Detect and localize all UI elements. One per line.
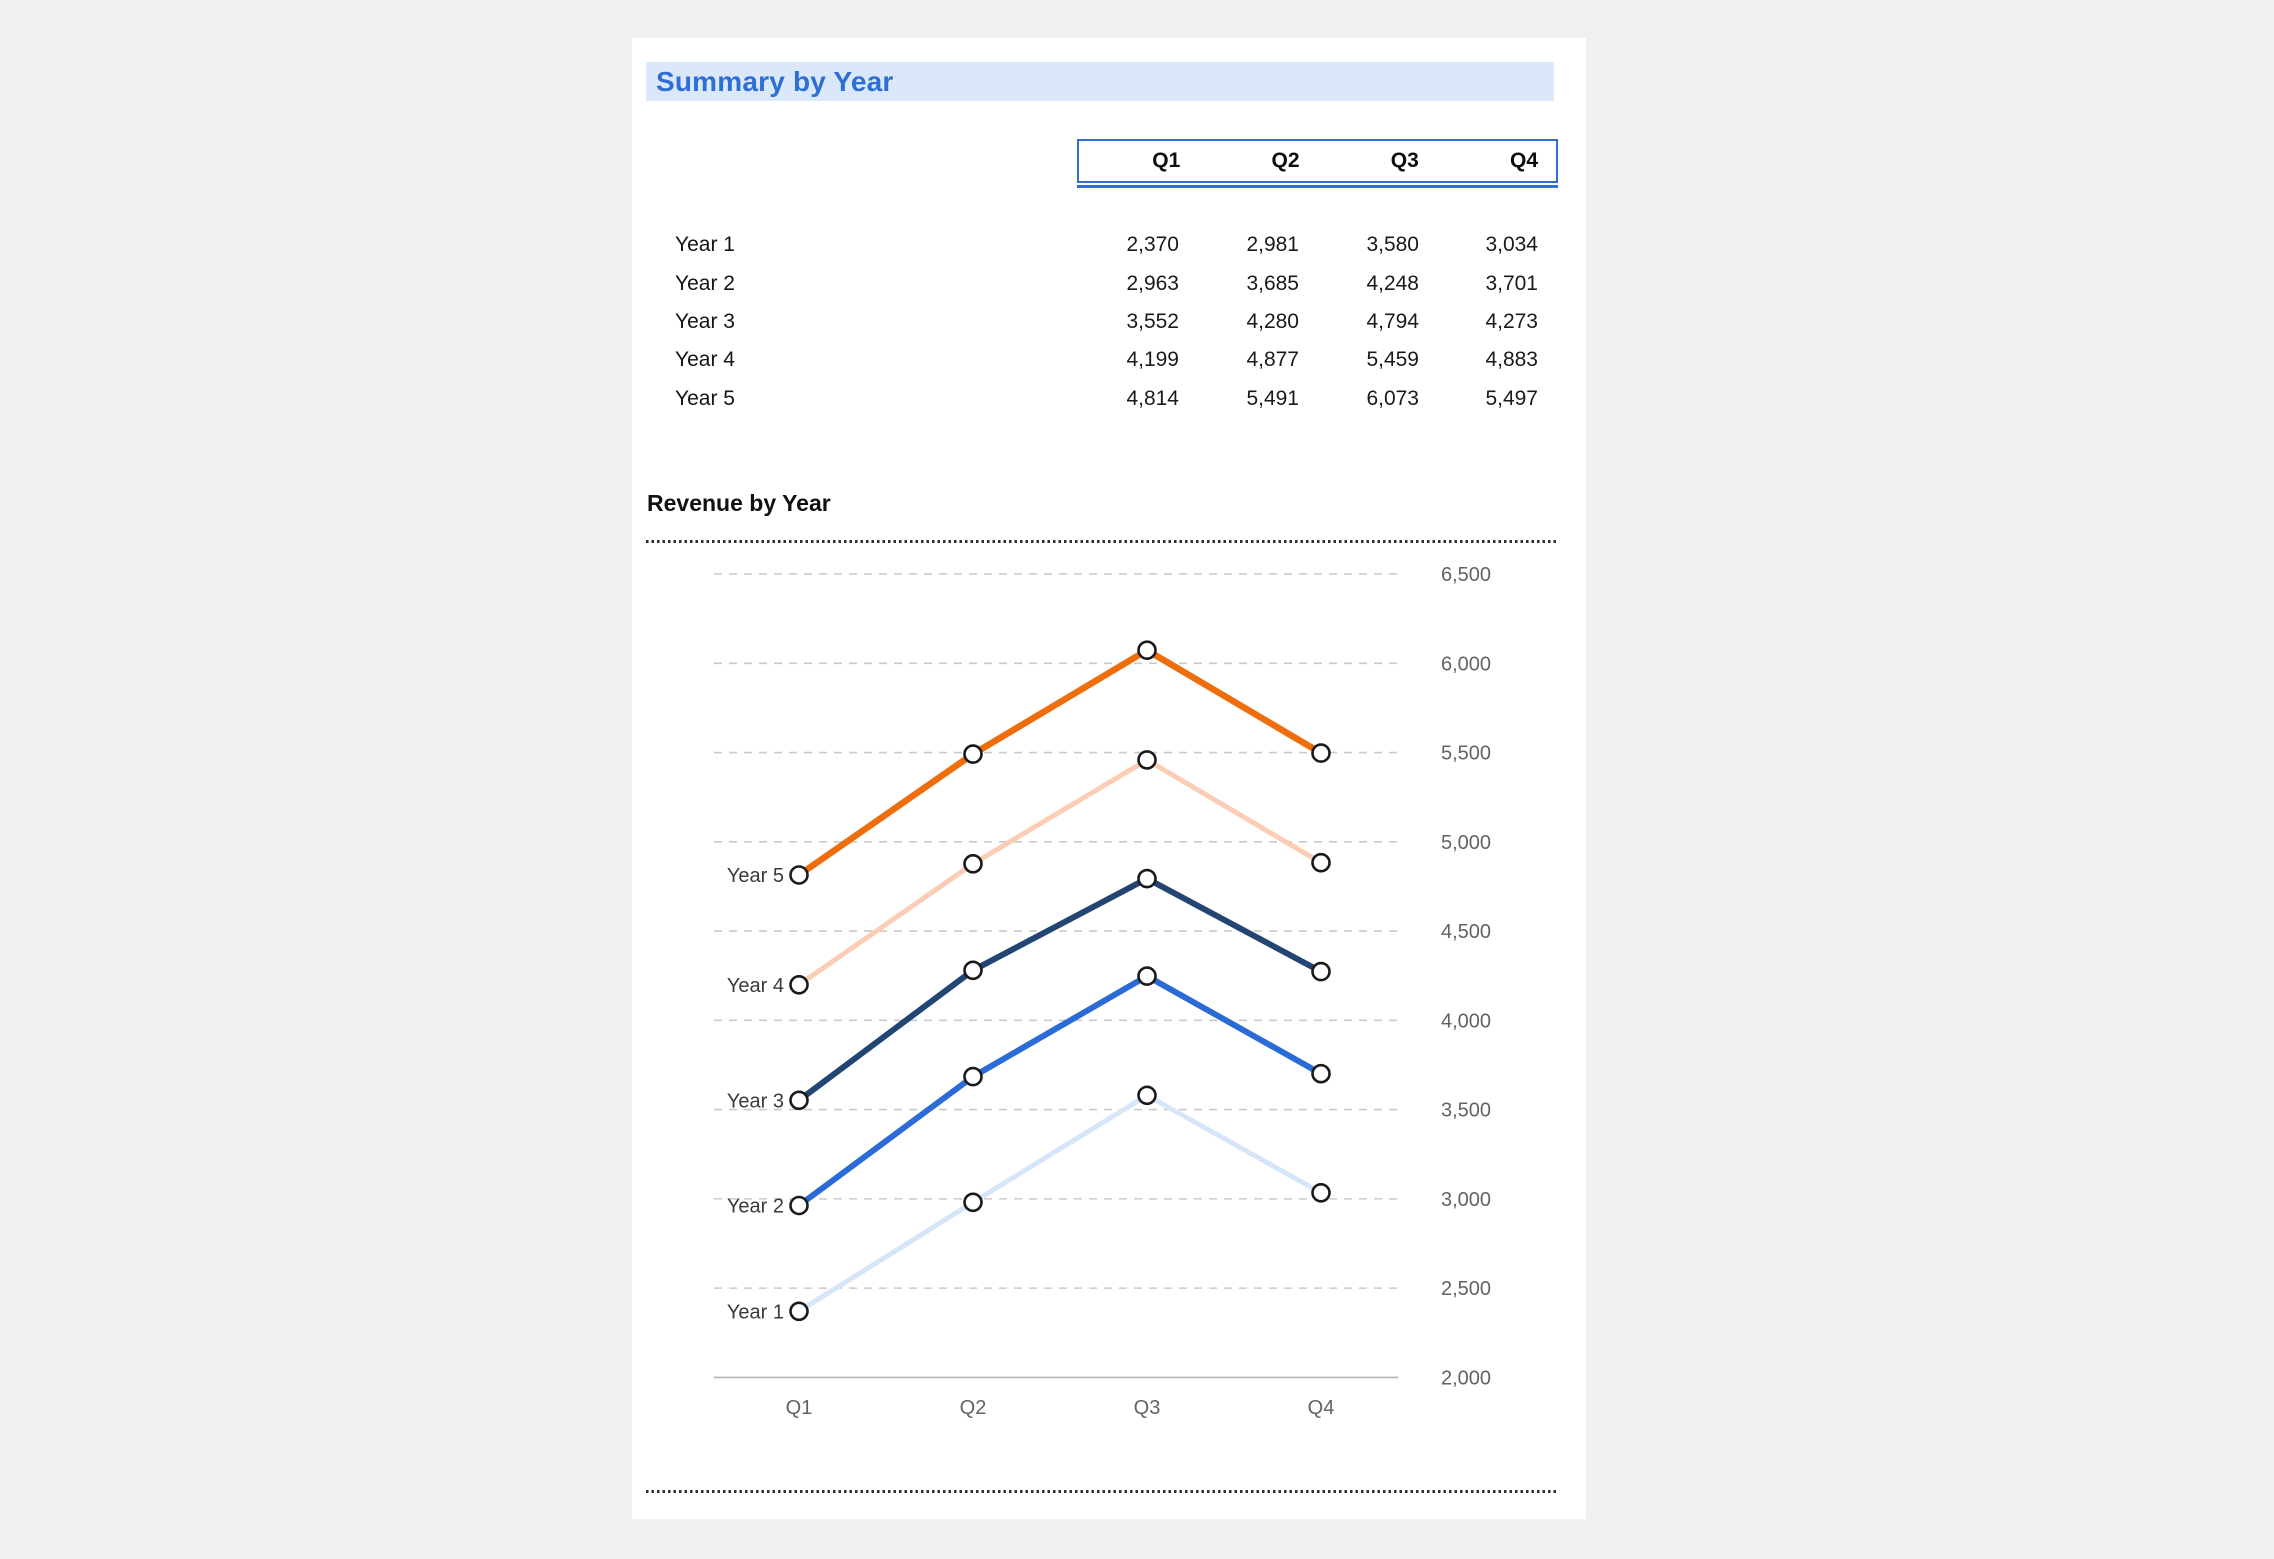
data-point-marker[interactable] — [1137, 750, 1157, 770]
summary-title-bar: Summary by Year — [646, 62, 1554, 101]
data-point-marker[interactable] — [789, 1301, 809, 1322]
value-cell[interactable]: 3,552 — [1126, 309, 1179, 333]
data-point-marker[interactable] — [963, 853, 983, 874]
separator-line-top — [646, 540, 1558, 543]
value-cell[interactable]: 5,491 — [1246, 386, 1299, 410]
value-cell[interactable]: 3,034 — [1485, 233, 1538, 257]
y-axis-label: 2,500 — [1441, 1278, 1491, 1300]
value-cell[interactable]: 3,580 — [1366, 233, 1419, 257]
row-label[interactable]: Year 4 — [675, 348, 735, 372]
row-label[interactable]: Year 1 — [675, 233, 735, 257]
table-row: Year 5 4,814 5,491 6,073 5,497 — [675, 380, 1556, 418]
data-point-marker[interactable] — [1311, 743, 1331, 763]
table-row: Year 3 3,552 4,280 4,794 4,273 — [675, 303, 1556, 341]
quarter-header-cell[interactable]: Q3 — [1390, 149, 1419, 172]
row-label[interactable]: Year 3 — [675, 309, 735, 333]
series-label: Year 3 — [727, 1090, 784, 1112]
summary-title: Summary by Year — [656, 65, 894, 97]
data-point-marker[interactable] — [789, 1195, 809, 1216]
series-line-year-5[interactable] — [795, 646, 1325, 879]
report-panel: Summary by Year Q1 Q2 Q3 Q4 Year 1 2,370 2,98… — [632, 38, 1586, 1519]
series-line-year-1[interactable] — [796, 1092, 1324, 1314]
value-cell[interactable]: 2,981 — [1246, 233, 1299, 257]
data-point-marker[interactable] — [789, 1090, 809, 1111]
data-point-marker[interactable] — [963, 1066, 983, 1087]
value-cell[interactable]: 3,685 — [1246, 271, 1299, 295]
value-cell[interactable]: 2,370 — [1126, 233, 1179, 257]
data-point-marker[interactable] — [1311, 852, 1331, 873]
value-cell[interactable]: 4,199 — [1126, 348, 1179, 372]
data-point-marker[interactable] — [789, 974, 809, 995]
value-cell[interactable]: 4,273 — [1485, 309, 1538, 333]
series-label: Year 1 — [727, 1301, 784, 1323]
x-axis-label: Q2 — [960, 1397, 987, 1419]
y-axis-label: 3,500 — [1441, 1100, 1491, 1122]
separator-line-bottom — [646, 1490, 1558, 1493]
y-axis-label: 4,000 — [1441, 1010, 1491, 1032]
series-line-year-2[interactable] — [796, 973, 1324, 1209]
revenue-chart[interactable]: 6,500 6,000 5,500 5,000 4,500 4,000 3,500 3,000… — [632, 550, 1584, 1450]
series-line-year-3[interactable] — [796, 875, 1324, 1104]
quarter-header-row: Q1 Q2 Q3 Q4 — [1077, 139, 1558, 188]
value-cell[interactable]: 4,877 — [1246, 348, 1299, 372]
data-point-marker[interactable] — [1311, 1063, 1331, 1084]
x-axis-label: Q3 — [1134, 1397, 1161, 1419]
data-point-marker[interactable] — [963, 960, 983, 981]
data-point-marker[interactable] — [1311, 961, 1331, 982]
data-point-marker[interactable] — [963, 1192, 983, 1213]
value-cell[interactable]: 4,883 — [1485, 348, 1538, 372]
series-line-year-4[interactable] — [796, 757, 1324, 988]
data-point-marker[interactable] — [1311, 1182, 1331, 1203]
quarter-header-cell[interactable]: Q4 — [1509, 149, 1538, 172]
data-point-marker[interactable] — [963, 744, 983, 764]
chart-title: Revenue by Year — [647, 490, 831, 516]
value-cell[interactable]: 2,963 — [1126, 271, 1179, 295]
y-axis-label: 4,500 — [1441, 921, 1491, 943]
row-label[interactable]: Year 5 — [675, 386, 735, 410]
data-point-marker[interactable] — [1137, 868, 1157, 889]
series-label: Year 2 — [727, 1195, 784, 1217]
quarter-header-cell[interactable]: Q1 — [1152, 149, 1181, 172]
summary-table: Year 1 2,370 2,981 3,580 3,034 Year 2 2,963 3,6… — [675, 226, 1556, 418]
x-axis-label: Q1 — [786, 1397, 813, 1419]
value-cell[interactable]: 4,280 — [1246, 309, 1299, 333]
row-label[interactable]: Year 2 — [675, 271, 735, 295]
y-axis-label: 6,000 — [1441, 653, 1491, 675]
value-cell[interactable]: 5,459 — [1366, 348, 1419, 372]
value-cell[interactable]: 3,701 — [1485, 271, 1538, 295]
value-cell[interactable]: 5,497 — [1485, 386, 1538, 410]
y-axis-label: 3,000 — [1441, 1189, 1491, 1211]
value-cell[interactable]: 4,248 — [1366, 271, 1419, 295]
value-cell[interactable]: 4,814 — [1126, 386, 1179, 410]
y-axis-label: 2,000 — [1441, 1367, 1491, 1389]
value-cell[interactable]: 4,794 — [1366, 309, 1419, 333]
series-label: Year 5 — [727, 865, 784, 887]
data-point-marker[interactable] — [1137, 1085, 1157, 1106]
data-point-marker[interactable] — [789, 865, 809, 885]
series-label: Year 4 — [727, 975, 784, 997]
data-point-marker[interactable] — [1137, 640, 1157, 660]
value-cell[interactable]: 6,073 — [1366, 386, 1419, 410]
y-axis-label: 6,500 — [1441, 564, 1491, 586]
table-row: Year 4 4,199 4,877 5,459 4,883 — [675, 341, 1556, 379]
data-point-marker[interactable] — [1137, 966, 1157, 986]
table-row: Year 2 2,963 3,685 4,248 3,701 — [675, 264, 1556, 302]
y-axis-label: 5,500 — [1441, 743, 1491, 765]
y-axis-label: 5,000 — [1441, 832, 1491, 854]
x-axis-label: Q4 — [1308, 1397, 1335, 1419]
quarter-header-cell[interactable]: Q2 — [1271, 149, 1300, 172]
table-row: Year 1 2,370 2,981 3,580 3,034 — [675, 226, 1556, 264]
